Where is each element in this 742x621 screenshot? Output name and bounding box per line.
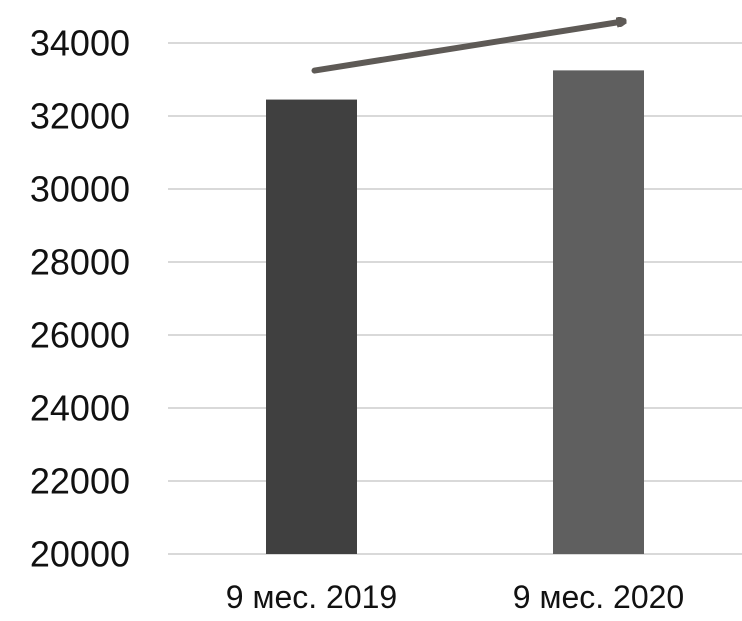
- y-tick-label: 32000: [30, 96, 130, 137]
- annotation: [311, 21, 624, 74]
- y-tick-label: 30000: [30, 169, 130, 210]
- x-tick-label: 9 мес. 2019: [226, 579, 397, 615]
- trend-arrow: [311, 21, 624, 74]
- y-tick-label: 26000: [30, 315, 130, 356]
- bars: [266, 70, 644, 554]
- x-tick-label: 9 мес. 2020: [513, 579, 684, 615]
- bar: [266, 99, 357, 554]
- y-tick-label: 20000: [30, 534, 130, 575]
- y-tick-label: 28000: [30, 242, 130, 283]
- bar: [553, 70, 644, 554]
- y-tick-label: 24000: [30, 388, 130, 429]
- y-tick-label: 34000: [30, 23, 130, 64]
- gridlines: [168, 42, 742, 555]
- y-tick-label: 22000: [30, 461, 130, 502]
- x-axis: 9 мес. 2019 9 мес. 2020: [226, 579, 684, 615]
- y-axis: 20000 22000 24000 26000 28000 30000 32000 34000: [30, 23, 130, 575]
